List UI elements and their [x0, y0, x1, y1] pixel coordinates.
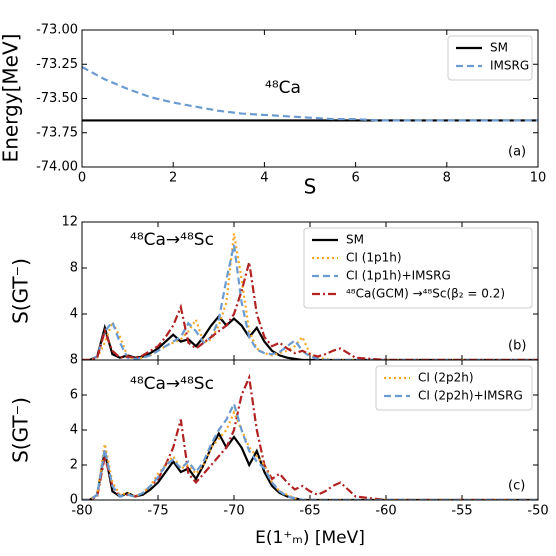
legend-box — [375, 365, 533, 411]
y-tick-label: 8 — [70, 261, 78, 276]
annotation: (c) — [508, 479, 525, 494]
x-tick-label: -55 — [451, 504, 472, 519]
panel: 0 2 4 6 8 10 -74.00 -73.75 -73.50 -73.25 -73.00 Ene… — [0, 23, 546, 199]
x-tick-label: -60 — [375, 504, 396, 519]
y-tick-label: 6 — [70, 388, 78, 403]
legend-box — [303, 227, 533, 309]
x-tick-label: 10 — [530, 171, 547, 186]
series-line — [82, 244, 538, 360]
legend-label: ⁴⁸Ca(GCM) →⁴⁸Sc(β₂ = 0.2) — [346, 287, 505, 301]
legend-label: SM — [346, 233, 364, 247]
y-axis-label: S(GT⁻) — [9, 397, 33, 463]
x-tick-label: 8 — [443, 171, 451, 186]
series-line — [82, 66, 538, 122]
x-tick-label: 0 — [78, 171, 86, 186]
x-tick-label: -50 — [527, 504, 548, 519]
y-tick-label: 0 — [70, 493, 78, 508]
annotation: (a) — [508, 145, 526, 160]
y-tick-label: 8 — [70, 353, 78, 368]
y-tick-label: -73.00 — [36, 23, 78, 38]
x-tick-label: 2 — [169, 171, 177, 186]
legend-label: CI (1p1h)+IMSRG — [346, 269, 451, 283]
x-axis-label: E(1⁺ₘ) [MeV] — [255, 528, 365, 548]
panel: -80 -75 -70 -65 -60 -55 -50 0 2 4 6 8 S(GT⁻) E(1⁺ₘ) [… — [9, 353, 549, 549]
legend-label: SM — [490, 41, 508, 55]
legend-label: CI (1p1h) — [346, 251, 402, 265]
x-tick-label: -70 — [223, 504, 244, 519]
legend-label: IMSRG — [490, 59, 529, 73]
x-axis-label: S — [304, 175, 317, 199]
x-tick-label: -65 — [299, 504, 320, 519]
x-tick-label: 6 — [351, 171, 359, 186]
x-tick-label: -75 — [147, 504, 168, 519]
y-axis-label: S(GT⁻) — [9, 258, 33, 324]
y-tick-label: 12 — [61, 215, 78, 230]
annotation: ⁴⁸Ca→⁴⁸Sc — [130, 374, 214, 394]
y-tick-label: -73.25 — [36, 57, 78, 72]
annotation: (b) — [508, 339, 526, 354]
plot-frame — [81, 29, 539, 168]
annotation: ⁴⁸Ca→⁴⁸Sc — [130, 230, 214, 250]
y-tick-label: 2 — [70, 458, 78, 473]
plot-frame — [81, 359, 539, 501]
annotation: ⁴⁸Ca — [265, 78, 301, 98]
x-tick-label: -80 — [71, 504, 92, 519]
y-tick-label: 4 — [70, 307, 78, 322]
y-tick-label: 4 — [70, 423, 78, 438]
legend-label: CI (2p2h)+IMSRG — [418, 389, 523, 403]
x-tick-label: 4 — [260, 171, 268, 186]
legend-label: CI (2p2h) — [418, 371, 474, 385]
y-tick-label: -74.00 — [36, 160, 78, 175]
y-tick-label: -73.50 — [36, 91, 78, 106]
y-tick-label: -73.75 — [36, 125, 78, 140]
panel: 4 8 12 S(GT⁻) ⁴⁸Ca→⁴⁸Sc (b) SM CI (1p1h) CI (1p1… — [9, 215, 539, 361]
y-axis-label: Energy[MeV] — [0, 34, 23, 163]
series-line — [82, 261, 538, 360]
series-line — [82, 400, 538, 500]
